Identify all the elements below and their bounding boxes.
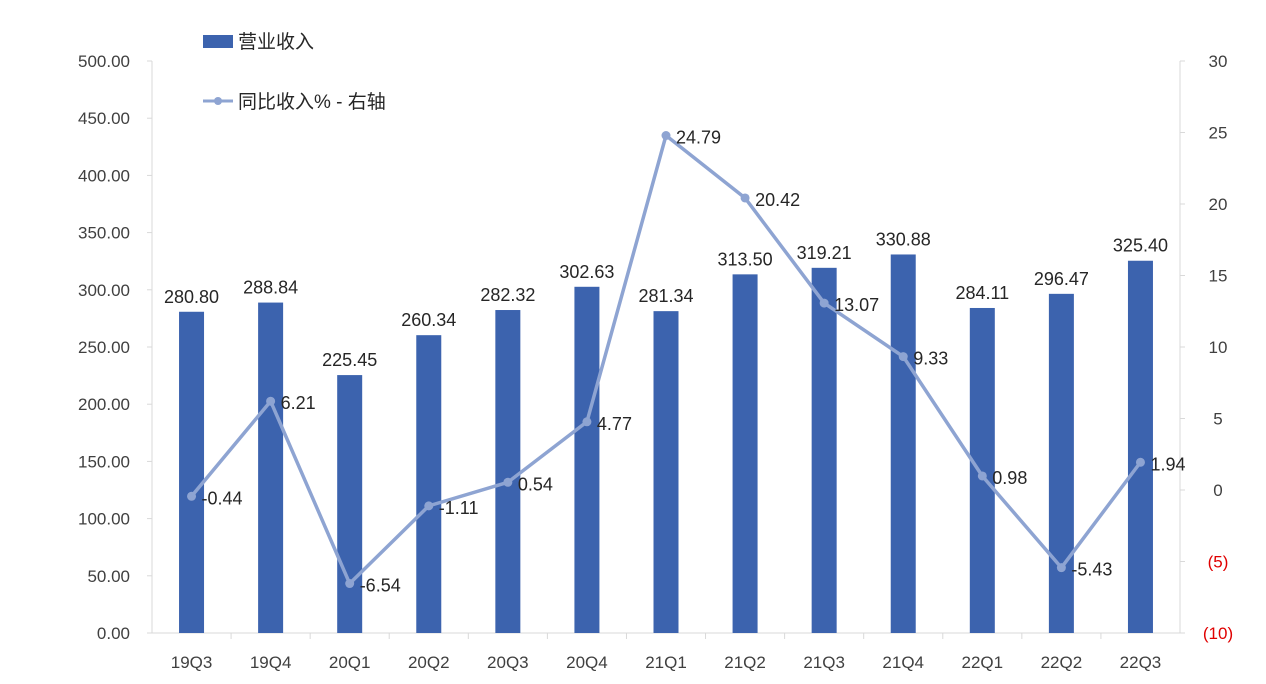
- line-point-19Q4: [266, 396, 276, 406]
- y-right-tick-label: 5: [1213, 410, 1222, 429]
- bar-value-label: 280.80: [164, 287, 219, 307]
- x-tick-label: 21Q2: [724, 653, 766, 672]
- line-point-20Q1: [345, 579, 355, 589]
- legend: 营业收入 同比收入% - 右轴: [203, 31, 386, 113]
- y-left-tick-label: 50.00: [87, 567, 130, 586]
- line-point-21Q1: [661, 131, 671, 141]
- y-left-tick-label: 350.00: [78, 224, 130, 243]
- legend-line-marker: [214, 97, 222, 105]
- line-point-19Q3: [187, 491, 197, 501]
- x-tick-label: 20Q4: [566, 653, 608, 672]
- y-right-tick-label: 20: [1209, 195, 1228, 214]
- y-left-tick-label: 400.00: [78, 166, 130, 185]
- x-tick-label: 22Q3: [1120, 653, 1162, 672]
- line-point-22Q1: [977, 471, 987, 481]
- x-tick-label: 19Q4: [250, 653, 292, 672]
- bar-value-label: 284.11: [955, 283, 1009, 303]
- bar-19Q3: [179, 311, 205, 633]
- y-left-tick-label: 250.00: [78, 338, 130, 357]
- y-right-tick-label: 0: [1213, 481, 1222, 500]
- x-tick-label: 22Q2: [1041, 653, 1083, 672]
- bar-value-label: 319.21: [797, 243, 852, 263]
- bar-value-label: 330.88: [876, 229, 931, 249]
- line-value-label: 24.79: [676, 128, 721, 148]
- bar-19Q4: [258, 302, 284, 633]
- bar-value-label: 225.45: [322, 350, 377, 370]
- bar-value-label: 296.47: [1034, 269, 1089, 289]
- line-value-label: -0.44: [202, 488, 243, 508]
- y-right-tick-label: 15: [1209, 267, 1228, 286]
- y-right-tick-label: (10): [1203, 624, 1233, 643]
- bar-value-label: 313.50: [718, 249, 773, 269]
- x-tick-label: 22Q1: [962, 653, 1004, 672]
- line-value-label: 6.21: [281, 393, 316, 413]
- y-right-tick-label: 25: [1209, 124, 1228, 143]
- line-value-label: 0.54: [518, 474, 553, 494]
- bar-20Q4: [574, 286, 600, 633]
- bar-21Q2: [732, 274, 758, 633]
- bars: [179, 254, 1153, 634]
- bar-20Q3: [495, 310, 521, 633]
- bar-20Q1: [337, 375, 363, 633]
- line-value-label: -6.54: [360, 576, 401, 596]
- line-point-20Q4: [582, 417, 592, 427]
- line-series: [187, 131, 1145, 589]
- line-point-22Q3: [1135, 457, 1145, 467]
- y-right-tick-label: 30: [1209, 52, 1228, 71]
- line-point-22Q2: [1056, 563, 1066, 573]
- y-left-tick-label: 450.00: [78, 109, 130, 128]
- bar-value-label: 282.32: [480, 285, 535, 305]
- bar-22Q2: [1048, 293, 1074, 633]
- legend-bar-label: 营业收入: [238, 31, 314, 53]
- line-value-label: 20.42: [755, 190, 800, 210]
- x-tick-label: 19Q3: [171, 653, 213, 672]
- x-tick-label: 20Q2: [408, 653, 450, 672]
- axes: 0.00 50.00 100.00 150.00 200.00 250.00 300.00 3…: [78, 52, 1233, 672]
- bar-20Q2: [416, 335, 442, 633]
- legend-line-label: 同比收入% - 右轴: [238, 91, 386, 113]
- line-point-21Q4: [898, 352, 908, 362]
- line-value-label: -5.43: [1071, 560, 1112, 580]
- x-tick-label: 21Q3: [803, 653, 845, 672]
- line-value-label: 13.07: [834, 295, 879, 315]
- bar-22Q1: [969, 307, 995, 633]
- line-point-21Q3: [819, 298, 829, 308]
- x-tick-label: 20Q1: [329, 653, 371, 672]
- bar-value-label: 325.40: [1113, 236, 1168, 256]
- legend-bar-swatch: [203, 35, 233, 48]
- line-value-label: -1.11: [439, 498, 479, 518]
- line-value-label: 1.94: [1150, 454, 1185, 474]
- bar-value-label: 288.84: [243, 278, 298, 298]
- bar-value-label: 260.34: [401, 310, 456, 330]
- bar-value-label: 302.63: [559, 262, 614, 282]
- bar-value-label: 281.34: [638, 286, 693, 306]
- bar-22Q3: [1127, 260, 1153, 633]
- bar-21Q1: [653, 311, 679, 633]
- y-right-tick-label: (5): [1208, 553, 1229, 572]
- y-left-tick-label: 150.00: [78, 452, 130, 471]
- y-left-tick-label: 100.00: [78, 510, 130, 529]
- line-value-label: 0.98: [992, 468, 1027, 488]
- x-tick-label: 21Q4: [882, 653, 924, 672]
- y-right-tick-label: 10: [1209, 338, 1228, 357]
- x-tick-label: 21Q1: [645, 653, 687, 672]
- data-labels: 280.80 288.84 225.45 260.34 282.32 302.63 281.…: [164, 128, 1186, 596]
- x-tick-label: 20Q3: [487, 653, 529, 672]
- bar-21Q4: [890, 254, 916, 634]
- line-point-21Q2: [740, 193, 750, 203]
- bar-21Q3: [811, 267, 837, 633]
- line-value-label: 4.77: [597, 414, 632, 434]
- line-point-20Q2: [424, 501, 434, 511]
- y-left-tick-label: 300.00: [78, 281, 130, 300]
- y-left-tick-label: 200.00: [78, 395, 130, 414]
- line-point-20Q3: [503, 477, 513, 487]
- line-value-label: 9.33: [913, 349, 948, 369]
- y-left-tick-label: 500.00: [78, 52, 130, 71]
- y-left-tick-label: 0.00: [97, 624, 130, 643]
